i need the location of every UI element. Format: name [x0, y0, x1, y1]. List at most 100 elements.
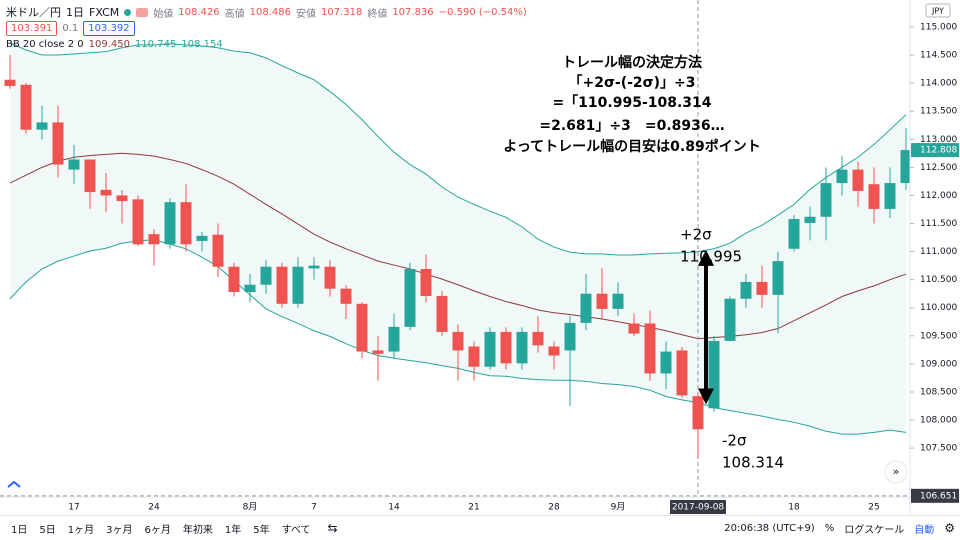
- y-tick-label: 110.000: [920, 303, 957, 313]
- range-button[interactable]: 5日: [39, 524, 56, 536]
- ohlc-label: 安値: [295, 8, 316, 20]
- logo: [7, 480, 21, 488]
- indicator-value: 108.154: [181, 39, 223, 50]
- plot: [0, 0, 912, 497]
- auto-button[interactable]: 自動: [914, 524, 935, 536]
- candle-body: [884, 183, 896, 209]
- candle-body: [436, 295, 448, 332]
- candle-body: [468, 346, 480, 367]
- candle-body: [644, 323, 656, 374]
- candle-body: [804, 216, 816, 223]
- source: FXCM: [89, 5, 120, 19]
- y-tick-label: 113.000: [920, 135, 957, 145]
- annotation-line: =「110.995-108.314: [552, 94, 711, 111]
- candle-body: [388, 326, 400, 352]
- percent-button[interactable]: %: [824, 522, 835, 534]
- compare-icon[interactable]: ⇆: [327, 521, 338, 535]
- y-tick-label: 115.000: [920, 22, 957, 32]
- ohlc-value: 108.426: [178, 6, 220, 18]
- x-tick-label: 21: [468, 503, 479, 513]
- candle-body: [484, 331, 496, 367]
- range-button[interactable]: 5年: [253, 524, 270, 536]
- spread: 0.1: [62, 23, 79, 34]
- candle-body: [20, 84, 32, 130]
- range-button[interactable]: 3ヶ月: [106, 524, 133, 536]
- upper-sigma-label: +2σ: [680, 226, 712, 244]
- band-upper: [9, 42, 907, 256]
- candle-body: [708, 340, 720, 409]
- last-price-label: 112.808: [920, 146, 957, 156]
- candle-body: [532, 331, 544, 346]
- candle-body: [692, 396, 704, 430]
- range-button[interactable]: 1日: [11, 524, 28, 536]
- y-tick-label: 110.500: [920, 275, 957, 285]
- currency: JPY: [931, 7, 944, 16]
- annotation-line: トレール幅の決定方法: [562, 54, 702, 71]
- bottom-toolbar: 1日 5日 1ヶ月 3ヶ月 6ヶ月 年初来 1年 5年 すべて ⇆ 20:06:38 (UTC+…: [0, 515, 960, 540]
- quote-row: 103.391 0.1 103.392: [6, 21, 135, 36]
- x-tick-label: 25: [868, 503, 879, 513]
- candle-body: [564, 322, 576, 351]
- ohlc-value: 108.486: [249, 6, 291, 18]
- log-button[interactable]: ログスケール: [844, 524, 905, 536]
- y-tick-label: 108.000: [920, 416, 957, 426]
- status-dot: [124, 8, 132, 16]
- candle-body: [4, 79, 16, 86]
- candle-body: [52, 122, 64, 165]
- range-button[interactable]: すべて: [281, 524, 311, 536]
- candle-body: [676, 350, 688, 396]
- overlay: 107.500 108.000 108.500 109.000 109.500 110.0…: [68, 22, 959, 514]
- candle-body: [836, 169, 848, 184]
- candle-body: [276, 266, 288, 304]
- candle-body: [132, 199, 144, 245]
- x-tick-label: 9月: [611, 502, 626, 513]
- band-fill: [10, 42, 906, 435]
- x-tick-label: 8月: [243, 502, 258, 513]
- range-button[interactable]: 6ヶ月: [144, 524, 171, 536]
- settings-icon[interactable]: ⚙: [944, 521, 955, 535]
- candle-body: [372, 350, 384, 354]
- ohlc-label: 高値: [224, 8, 245, 20]
- annotation-line: 「+2σ-(-2σ)」÷3: [569, 74, 696, 91]
- range-button[interactable]: 1ヶ月: [67, 524, 95, 536]
- indicator-value: 109.450: [88, 39, 131, 50]
- lower-sigma-value: 108.314: [722, 454, 784, 472]
- candle-body: [580, 293, 592, 323]
- ohlc-value: 107.836: [392, 6, 434, 18]
- scroll-icon[interactable]: »: [893, 465, 900, 478]
- band-middle: [9, 152, 907, 340]
- annotation-line: よってトレール幅の目安は0.89ポイント: [503, 138, 760, 155]
- y-tick-label: 109.000: [920, 359, 957, 369]
- indicator-row: BB 20 close 2 0 109.450 110.745 108.154: [6, 39, 223, 50]
- symbol: 米ドル／円: [6, 6, 61, 19]
- range-buttons: 1日 5日 1ヶ月 3ヶ月 6ヶ月 年初来 1年 5年 すべて: [5, 521, 317, 536]
- x-tick-label: 7: [311, 503, 317, 513]
- candle-body: [324, 266, 336, 289]
- candle-body: [740, 281, 752, 299]
- range-button[interactable]: 1年: [224, 524, 242, 536]
- candle-body: [116, 195, 128, 202]
- candle-body: [308, 265, 320, 269]
- interval: 1日: [66, 6, 84, 19]
- candle-body: [596, 293, 608, 309]
- bid[interactable]: 103.391: [6, 21, 58, 36]
- candle-body: [244, 284, 256, 293]
- range-button[interactable]: 年初来: [182, 524, 213, 536]
- scroll-button[interactable]: [884, 460, 908, 484]
- y-tick-label: 112.500: [920, 163, 957, 173]
- ohlc-value: 107.318: [320, 6, 363, 18]
- clock: 20:06:38 (UTC+9): [724, 522, 815, 534]
- candle-body: [452, 331, 464, 351]
- x-tick-label: 24: [148, 503, 160, 513]
- ask[interactable]: 103.392: [83, 21, 135, 36]
- candle-body: [164, 202, 176, 245]
- candle-body: [628, 323, 640, 334]
- candle-body: [100, 189, 112, 196]
- candle-body: [68, 159, 80, 170]
- candle-body: [516, 331, 528, 364]
- candle-body: [612, 293, 624, 309]
- candle-body: [148, 234, 160, 245]
- candle-body: [724, 298, 736, 341]
- candle-body: [788, 219, 800, 249]
